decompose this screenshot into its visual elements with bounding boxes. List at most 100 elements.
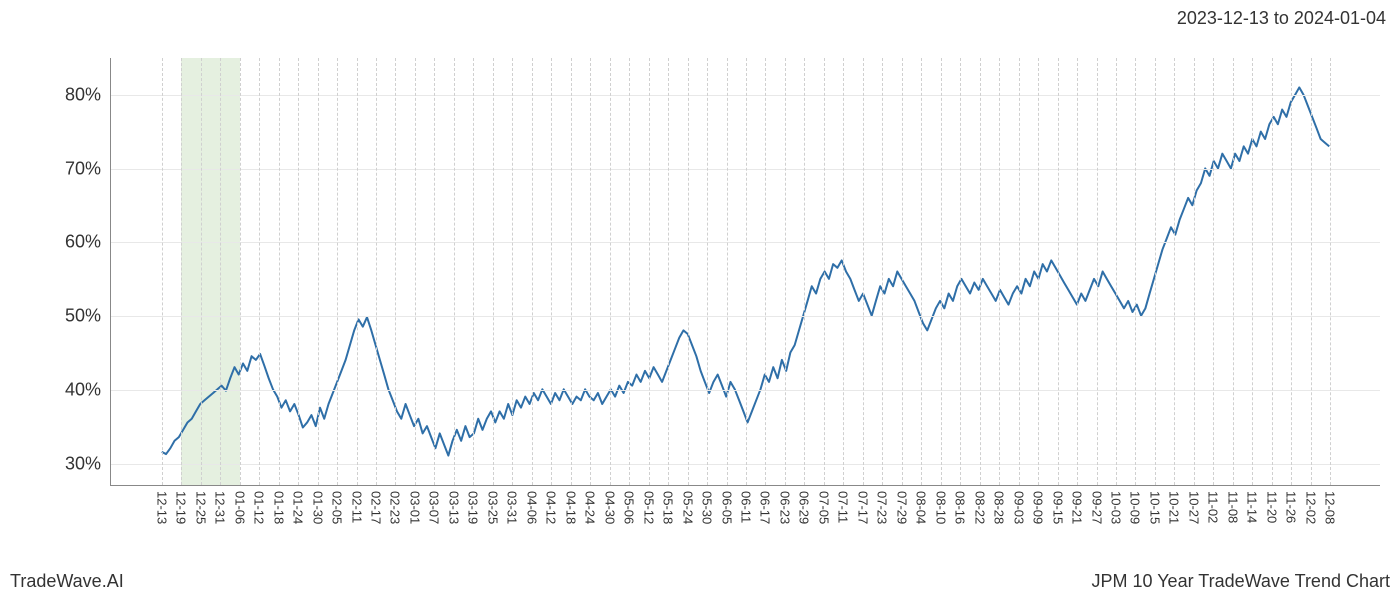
v-gridline <box>1252 58 1253 485</box>
v-gridline <box>1213 58 1214 485</box>
y-axis-label: 60% <box>65 232 101 253</box>
date-range-label: 2023-12-13 to 2024-01-04 <box>1177 8 1386 29</box>
v-gridline <box>240 58 241 485</box>
v-gridline <box>629 58 630 485</box>
v-gridline <box>746 58 747 485</box>
x-axis-label: 05-12 <box>641 491 656 524</box>
x-axis-label: 05-18 <box>661 491 676 524</box>
x-axis-label: 02-05 <box>330 491 345 524</box>
x-axis-label: 08-16 <box>953 491 968 524</box>
x-axis-label: 11-02 <box>1206 491 1221 523</box>
v-gridline <box>220 58 221 485</box>
v-gridline <box>902 58 903 485</box>
x-axis-label: 03-13 <box>446 491 461 524</box>
trend-chart: 30%40%50%60%70%80%12-1312-1912-2512-3101… <box>110 58 1380 486</box>
x-axis-label: 10-15 <box>1147 491 1162 524</box>
x-axis-label: 12-02 <box>1303 491 1318 524</box>
v-gridline <box>337 58 338 485</box>
x-axis-label: 11-20 <box>1264 491 1279 523</box>
x-axis-label: 12-13 <box>154 491 169 524</box>
v-gridline <box>318 58 319 485</box>
v-gridline <box>1135 58 1136 485</box>
v-gridline <box>804 58 805 485</box>
x-axis-label: 10-03 <box>1108 491 1123 524</box>
v-gridline <box>1097 58 1098 485</box>
v-gridline <box>473 58 474 485</box>
v-gridline <box>259 58 260 485</box>
v-gridline <box>941 58 942 485</box>
x-axis-label: 11-14 <box>1245 491 1260 523</box>
x-axis-label: 01-06 <box>232 491 247 524</box>
v-gridline <box>843 58 844 485</box>
x-axis-label: 08-04 <box>914 491 929 524</box>
x-axis-label: 09-27 <box>1089 491 1104 524</box>
x-axis-label: 06-29 <box>797 491 812 524</box>
brand-label: TradeWave.AI <box>10 571 124 592</box>
v-gridline <box>1174 58 1175 485</box>
x-axis-label: 10-09 <box>1128 491 1143 524</box>
v-gridline <box>1038 58 1039 485</box>
v-gridline <box>882 58 883 485</box>
x-axis-label: 03-31 <box>505 491 520 524</box>
v-gridline <box>1330 58 1331 485</box>
y-axis-label: 80% <box>65 84 101 105</box>
x-axis-label: 06-23 <box>777 491 792 524</box>
x-axis-label: 07-29 <box>894 491 909 524</box>
x-axis-label: 04-24 <box>583 491 598 524</box>
v-gridline <box>921 58 922 485</box>
x-axis-label: 05-30 <box>700 491 715 524</box>
v-gridline <box>1019 58 1020 485</box>
v-gridline <box>551 58 552 485</box>
x-axis-label: 11-26 <box>1284 491 1299 523</box>
x-axis-label: 07-23 <box>875 491 890 524</box>
v-gridline <box>162 58 163 485</box>
v-gridline <box>395 58 396 485</box>
v-gridline <box>863 58 864 485</box>
v-gridline <box>649 58 650 485</box>
v-gridline <box>1077 58 1078 485</box>
v-gridline <box>571 58 572 485</box>
v-gridline <box>590 58 591 485</box>
v-gridline <box>298 58 299 485</box>
y-axis-label: 30% <box>65 453 101 474</box>
v-gridline <box>727 58 728 485</box>
v-gridline <box>1272 58 1273 485</box>
x-axis-label: 04-18 <box>563 491 578 524</box>
x-axis-label: 03-19 <box>466 491 481 524</box>
v-gridline <box>512 58 513 485</box>
x-axis-label: 12-08 <box>1323 491 1338 524</box>
x-axis-label: 04-30 <box>602 491 617 524</box>
v-gridline <box>765 58 766 485</box>
x-axis-label: 02-17 <box>369 491 384 524</box>
x-axis-label: 10-27 <box>1186 491 1201 524</box>
v-gridline <box>824 58 825 485</box>
x-axis-label: 02-23 <box>388 491 403 524</box>
v-gridline <box>960 58 961 485</box>
v-gridline <box>668 58 669 485</box>
v-gridline <box>532 58 533 485</box>
x-axis-label: 06-05 <box>719 491 734 524</box>
x-axis-label: 12-31 <box>213 491 228 524</box>
y-axis-label: 70% <box>65 158 101 179</box>
y-axis-label: 40% <box>65 380 101 401</box>
x-axis-label: 03-01 <box>407 491 422 524</box>
v-gridline <box>610 58 611 485</box>
x-axis-label: 01-18 <box>271 491 286 524</box>
v-gridline <box>434 58 435 485</box>
x-axis-label: 09-03 <box>1011 491 1026 524</box>
v-gridline <box>376 58 377 485</box>
v-gridline <box>999 58 1000 485</box>
x-axis-label: 09-21 <box>1070 491 1085 524</box>
y-axis-label: 50% <box>65 306 101 327</box>
v-gridline <box>980 58 981 485</box>
v-gridline <box>785 58 786 485</box>
x-axis-label: 01-24 <box>291 491 306 524</box>
v-gridline <box>707 58 708 485</box>
x-axis-label: 03-25 <box>485 491 500 524</box>
x-axis-label: 09-15 <box>1050 491 1065 524</box>
v-gridline <box>201 58 202 485</box>
v-gridline <box>1311 58 1312 485</box>
x-axis-label: 11-08 <box>1225 491 1240 523</box>
x-axis-label: 12-19 <box>174 491 189 524</box>
v-gridline <box>279 58 280 485</box>
